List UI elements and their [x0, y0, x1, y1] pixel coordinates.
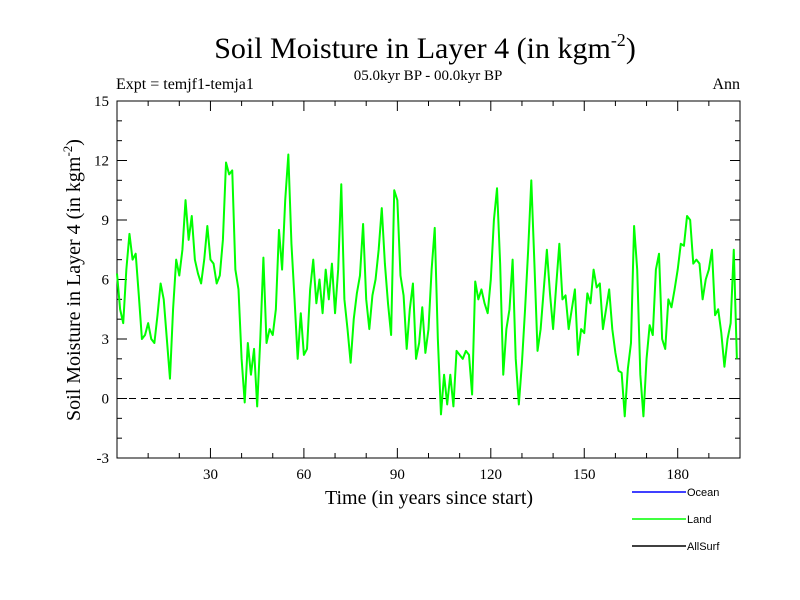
x-axis-label: Time (in years since start): [325, 487, 533, 509]
axis-ticks: [117, 101, 740, 458]
y-tick-label: 3: [102, 332, 110, 348]
x-tick-label: 90: [390, 467, 405, 483]
season-label: Ann: [712, 76, 740, 93]
x-tick-label: 120: [480, 467, 503, 483]
experiment-label: Expt = temjf1-temja1: [116, 76, 254, 93]
legend-label-allsurf: AllSurf: [687, 541, 720, 553]
y-tick-label: 12: [94, 154, 109, 170]
x-tick-label: 30: [203, 467, 218, 483]
chart-subtitle: 05.0kyr BP - 00.0kyr BP: [354, 68, 503, 84]
x-tick-label: 150: [573, 467, 596, 483]
plot-frame: [116, 100, 741, 459]
legend-label-land: Land: [687, 514, 711, 526]
x-tick-label: 60: [296, 467, 311, 483]
axis-tick-labels: 30 60 90 120 150 180 -3 0 3 6 9 12 15: [94, 94, 689, 483]
x-tick-label: 180: [666, 467, 689, 483]
y-tick-label: 6: [102, 273, 110, 289]
y-tick-label: 9: [102, 213, 110, 229]
chart-title: Soil Moisture in Layer 4 (in kgm-2): [214, 30, 636, 65]
y-tick-label: -3: [97, 451, 110, 467]
legend-label-ocean: Ocean: [687, 487, 719, 499]
legend: Ocean Land AllSurf: [632, 487, 720, 553]
y-axis-label: Soil Moisture in Layer 4 (in kgm-2): [60, 139, 85, 421]
series-line-land: [116, 153, 738, 418]
y-tick-label: 0: [102, 392, 110, 408]
y-tick-label: 15: [94, 94, 109, 110]
